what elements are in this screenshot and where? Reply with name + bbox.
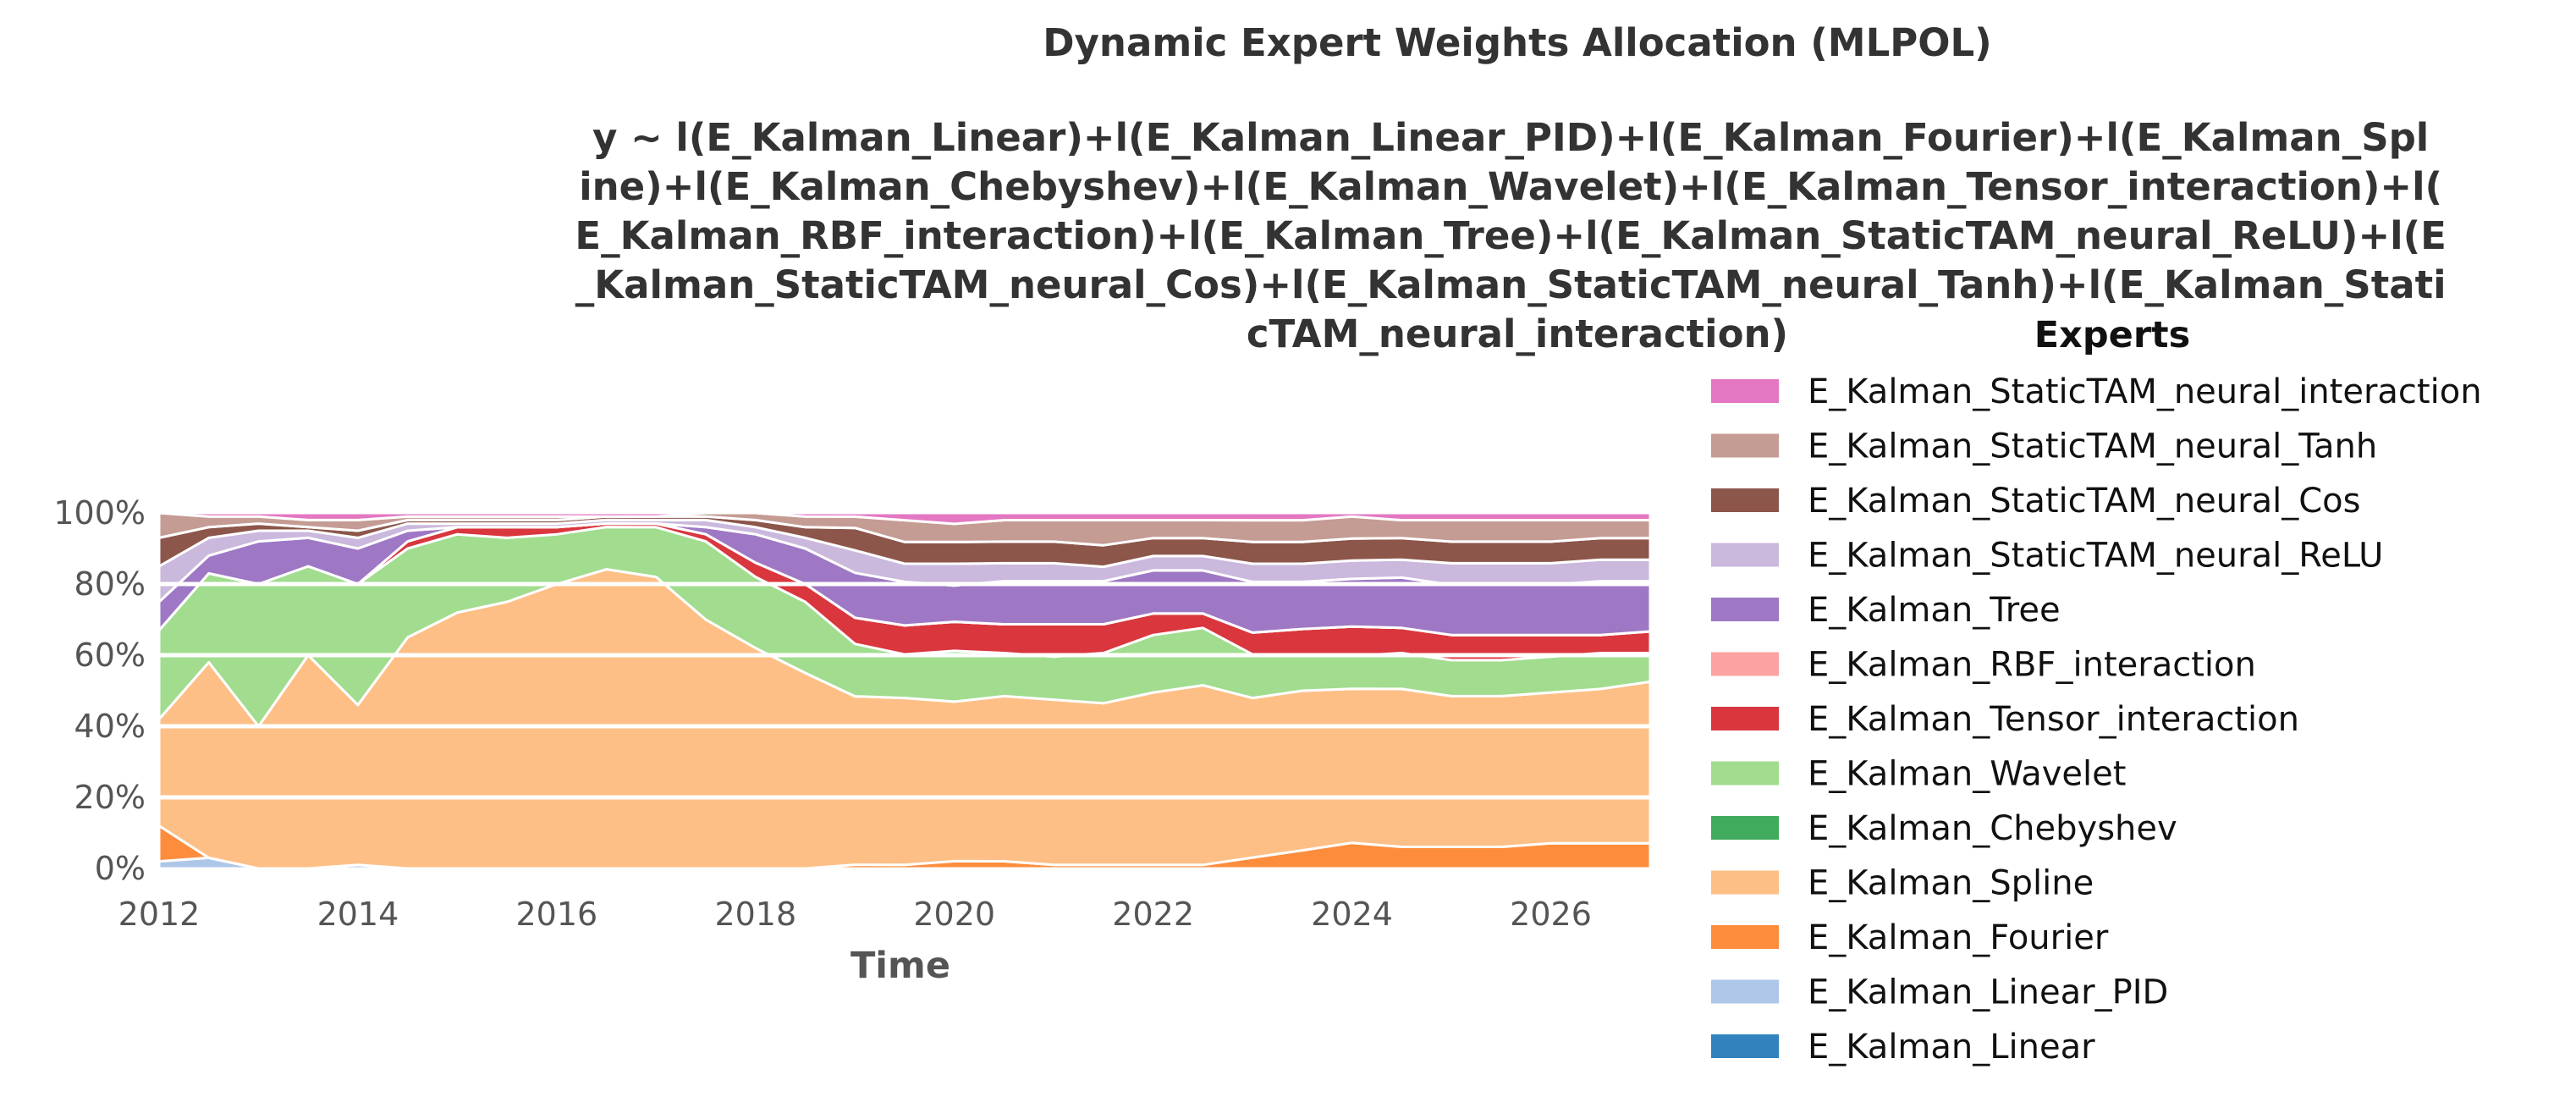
y-axis-ticks: 0% 20% 40% 60% 80% 100% xyxy=(53,494,146,887)
area-e-kalman-statictam-neural-interaction xyxy=(157,511,1652,526)
legend-swatch xyxy=(1711,433,1779,458)
legend-swatch xyxy=(1711,379,1779,403)
legend-swatch xyxy=(1711,870,1779,895)
y-tick-label: 80% xyxy=(74,565,146,603)
plot-areas xyxy=(157,511,1652,870)
chart-subtitle: y ~ l(E_Kalman_Linear)+l(E_Kalman_Linear… xyxy=(575,115,2459,356)
legend-label: E_Kalman_Tree xyxy=(1808,591,2061,630)
x-tick-label: 2020 xyxy=(913,896,995,933)
x-tick-label: 2024 xyxy=(1311,896,1393,933)
subtitle-line-1: y ~ l(E_Kalman_Linear)+l(E_Kalman_Linear… xyxy=(592,115,2429,160)
legend-label: E_Kalman_Wavelet xyxy=(1808,755,2126,794)
y-tick-label: 0% xyxy=(95,850,146,887)
legend-label: E_Kalman_Chebyshev xyxy=(1808,809,2177,848)
legend-swatch xyxy=(1711,1034,1779,1058)
subtitle-line-2: ine)+l(E_Kalman_Chebyshev)+l(E_Kalman_Wa… xyxy=(579,164,2442,209)
x-axis-title: Time xyxy=(850,945,950,987)
x-tick-label: 2022 xyxy=(1112,896,1194,933)
legend-swatch xyxy=(1711,543,1779,567)
legend-swatch xyxy=(1711,816,1779,840)
legend-swatch xyxy=(1711,707,1779,730)
legend: E_Kalman_StaticTAM_neural_interaction E_K… xyxy=(1711,372,2482,1067)
legend-label: E_Kalman_Linear_PID xyxy=(1808,973,2168,1012)
legend-label: E_Kalman_StaticTAM_neural_interaction xyxy=(1808,372,2482,411)
legend-swatch xyxy=(1711,652,1779,676)
legend-label: E_Kalman_Fourier xyxy=(1808,918,2109,957)
legend-label: E_Kalman_Linear xyxy=(1808,1028,2095,1067)
gridlines xyxy=(159,582,1650,800)
legend-title: Experts xyxy=(2034,314,2190,356)
legend-swatch xyxy=(1711,598,1779,621)
x-axis-ticks: 2012 2014 2016 2018 2020 2022 2024 2026 xyxy=(118,896,1592,933)
y-tick-label: 40% xyxy=(74,708,146,745)
legend-label: E_Kalman_StaticTAM_neural_Tanh xyxy=(1808,427,2377,466)
legend-swatch xyxy=(1711,488,1779,512)
x-tick-label: 2026 xyxy=(1510,896,1592,933)
x-tick-label: 2016 xyxy=(516,896,598,933)
y-tick-label: 60% xyxy=(74,637,146,674)
y-tick-label: 20% xyxy=(74,779,146,816)
legend-label: E_Kalman_StaticTAM_neural_Cos xyxy=(1808,482,2360,521)
subtitle-line-5: cTAM_neural_interaction) xyxy=(1247,311,1788,356)
x-tick-label: 2014 xyxy=(317,896,399,933)
legend-swatch xyxy=(1711,761,1779,786)
y-tick-label: 100% xyxy=(53,494,146,532)
x-tick-label: 2018 xyxy=(714,896,796,933)
legend-label: E_Kalman_Spline xyxy=(1808,864,2094,903)
subtitle-line-4: _Kalman_StaticTAM_neural_Cos)+l(E_Kalman… xyxy=(575,262,2447,307)
legend-swatch xyxy=(1711,979,1779,1004)
x-tick-label: 2012 xyxy=(118,896,201,933)
subtitle-line-3: E_Kalman_RBF_interaction)+l(E_Kalman_Tre… xyxy=(575,213,2446,258)
legend-swatch xyxy=(1711,925,1779,949)
legend-label: E_Kalman_RBF_interaction xyxy=(1808,646,2256,685)
legend-label: E_Kalman_Tensor_interaction xyxy=(1808,700,2299,739)
legend-label: E_Kalman_StaticTAM_neural_ReLU xyxy=(1808,537,2383,576)
chart-title: Dynamic Expert Weights Allocation (MLPOL… xyxy=(1043,20,1991,65)
